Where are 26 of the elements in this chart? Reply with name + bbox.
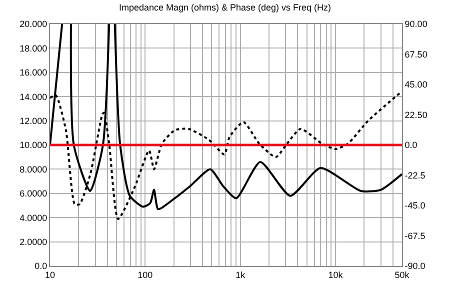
y-tick-label: 16.000 (20, 68, 48, 78)
y2-tick-label: -22.5 (404, 170, 426, 180)
y-tick-label: 0.0 (34, 261, 48, 272)
y2-tick-label: 67.50 (404, 49, 428, 60)
y-tick-label: 4.0000 (20, 212, 48, 223)
y-tick-label: 14.000 (20, 92, 48, 102)
y2-tick-label: 22.50 (404, 110, 428, 120)
x-tick-label: 10k (328, 270, 344, 280)
y-tick-label: 8.0000 (20, 164, 48, 174)
y-tick-label: 12.000 (20, 116, 48, 126)
y2-tick-label: -90.0 (404, 261, 426, 272)
y2-tick-label: -45.0 (404, 200, 426, 211)
x-tick-label: 1k (236, 270, 246, 280)
y-tick-label: 6.0000 (20, 188, 48, 199)
y2-tick-label: 90.00 (404, 19, 428, 30)
y-tick-label: 2.0000 (20, 236, 48, 247)
x-tick-label: 50k (394, 270, 410, 280)
y2-tick-label: 45.00 (404, 80, 428, 90)
y-tick-label: 10.000 (20, 140, 48, 150)
chart-title: Impedance Magn (ohms) & Phase (deg) vs Freq (Hz) (118, 2, 332, 13)
y2-tick-label: -67.5 (404, 230, 426, 241)
y-tick-label: 20.000 (20, 19, 48, 30)
x-tick-label: 10 (44, 270, 56, 280)
x-tick-label: 100 (138, 270, 153, 280)
y2-tick-label: 0.0 (404, 140, 418, 150)
y-tick-label: 18.000 (20, 43, 48, 54)
